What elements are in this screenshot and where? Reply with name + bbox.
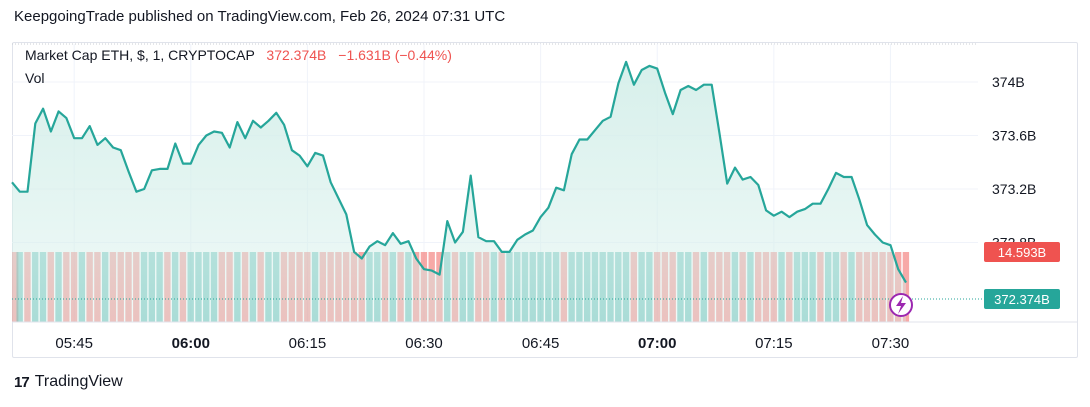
x-tick-label: 06:15	[289, 335, 327, 352]
x-tick-label: 07:15	[755, 335, 793, 352]
x-tick-label: 06:00	[172, 335, 210, 352]
x-tick-label: 06:45	[522, 335, 560, 352]
footer: 17 TradingView	[14, 373, 123, 391]
symbol-title: Market Cap ETH, $, 1, CRYPTOCAP	[25, 47, 255, 63]
price-change: −1.631B (−0.44%)	[338, 47, 452, 63]
x-tick-label: 07:00	[638, 335, 676, 352]
chart-legend: Market Cap ETH, $, 1, CRYPTOCAP 372.374B…	[25, 47, 452, 63]
last-value: 372.374B	[266, 47, 327, 63]
brand-name: TradingView	[34, 373, 123, 390]
price-badge-text: 372.374B	[994, 292, 1050, 307]
volume-badge-text: 14.593B	[998, 245, 1046, 260]
price-area	[12, 61, 906, 323]
tradingview-logo-icon: 17	[14, 373, 30, 391]
x-axis: 05:45 06:00 06:15 06:30 06:45 07:00 07:15 07:30	[55, 335, 909, 352]
x-tick-label: 06:30	[405, 335, 443, 352]
price-badge: 372.374B	[984, 289, 1060, 309]
lightning-icon[interactable]	[889, 293, 913, 317]
y-tick-label: 374B	[992, 74, 1025, 90]
price-line	[11, 60, 907, 284]
publish-info: KeepgoingTrade published on TradingView.…	[14, 8, 506, 25]
volume-badge: 14.593B	[984, 242, 1060, 262]
volume-label: Vol	[25, 70, 45, 86]
x-tick-label: 05:45	[55, 335, 93, 352]
x-tick-label: 07:30	[872, 335, 910, 352]
y-tick-label: 373.6B	[992, 128, 1036, 144]
y-tick-label: 373.2B	[992, 181, 1036, 197]
